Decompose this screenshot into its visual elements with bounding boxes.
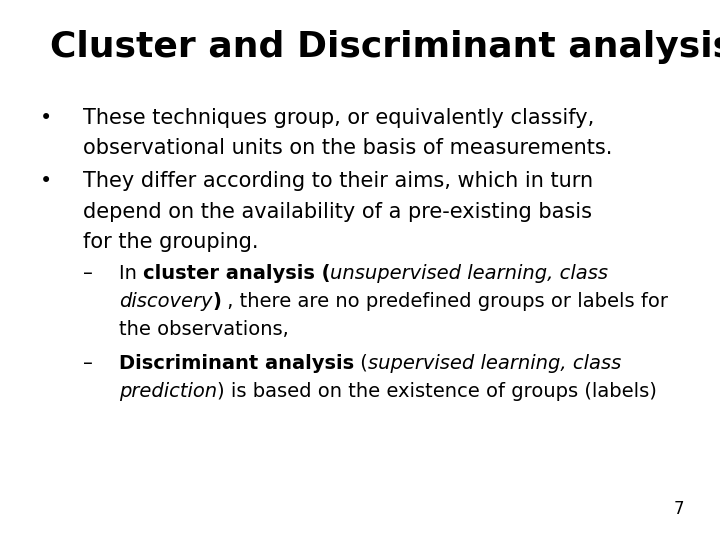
Text: ): ) (212, 292, 221, 310)
Text: for the grouping.: for the grouping. (83, 232, 258, 252)
Text: Discriminant analysis: Discriminant analysis (119, 354, 354, 373)
Text: discovery: discovery (119, 292, 212, 310)
Text: In: In (119, 264, 143, 282)
Text: the observations,: the observations, (119, 320, 289, 339)
Text: These techniques group, or equivalently classify,: These techniques group, or equivalently … (83, 108, 594, 128)
Text: 7: 7 (673, 501, 684, 518)
Text: They differ according to their aims, which in turn: They differ according to their aims, whi… (83, 171, 593, 192)
Text: •: • (40, 108, 52, 128)
Text: –: – (83, 354, 93, 373)
Text: (: ( (354, 354, 368, 373)
Text: cluster analysis (: cluster analysis ( (143, 264, 330, 282)
Text: prediction: prediction (119, 382, 217, 401)
Text: Cluster and Discriminant analysis: Cluster and Discriminant analysis (50, 30, 720, 64)
Text: •: • (40, 171, 52, 192)
Text: –: – (83, 264, 93, 282)
Text: , there are no predefined groups or labels for: , there are no predefined groups or labe… (221, 292, 668, 310)
Text: ) is based on the existence of groups (labels): ) is based on the existence of groups (l… (217, 382, 657, 401)
Text: supervised learning, class: supervised learning, class (368, 354, 621, 373)
Text: observational units on the basis of measurements.: observational units on the basis of meas… (83, 138, 612, 158)
Text: depend on the availability of a pre-existing basis: depend on the availability of a pre-exis… (83, 201, 592, 221)
Text: unsupervised learning, class: unsupervised learning, class (330, 264, 608, 282)
